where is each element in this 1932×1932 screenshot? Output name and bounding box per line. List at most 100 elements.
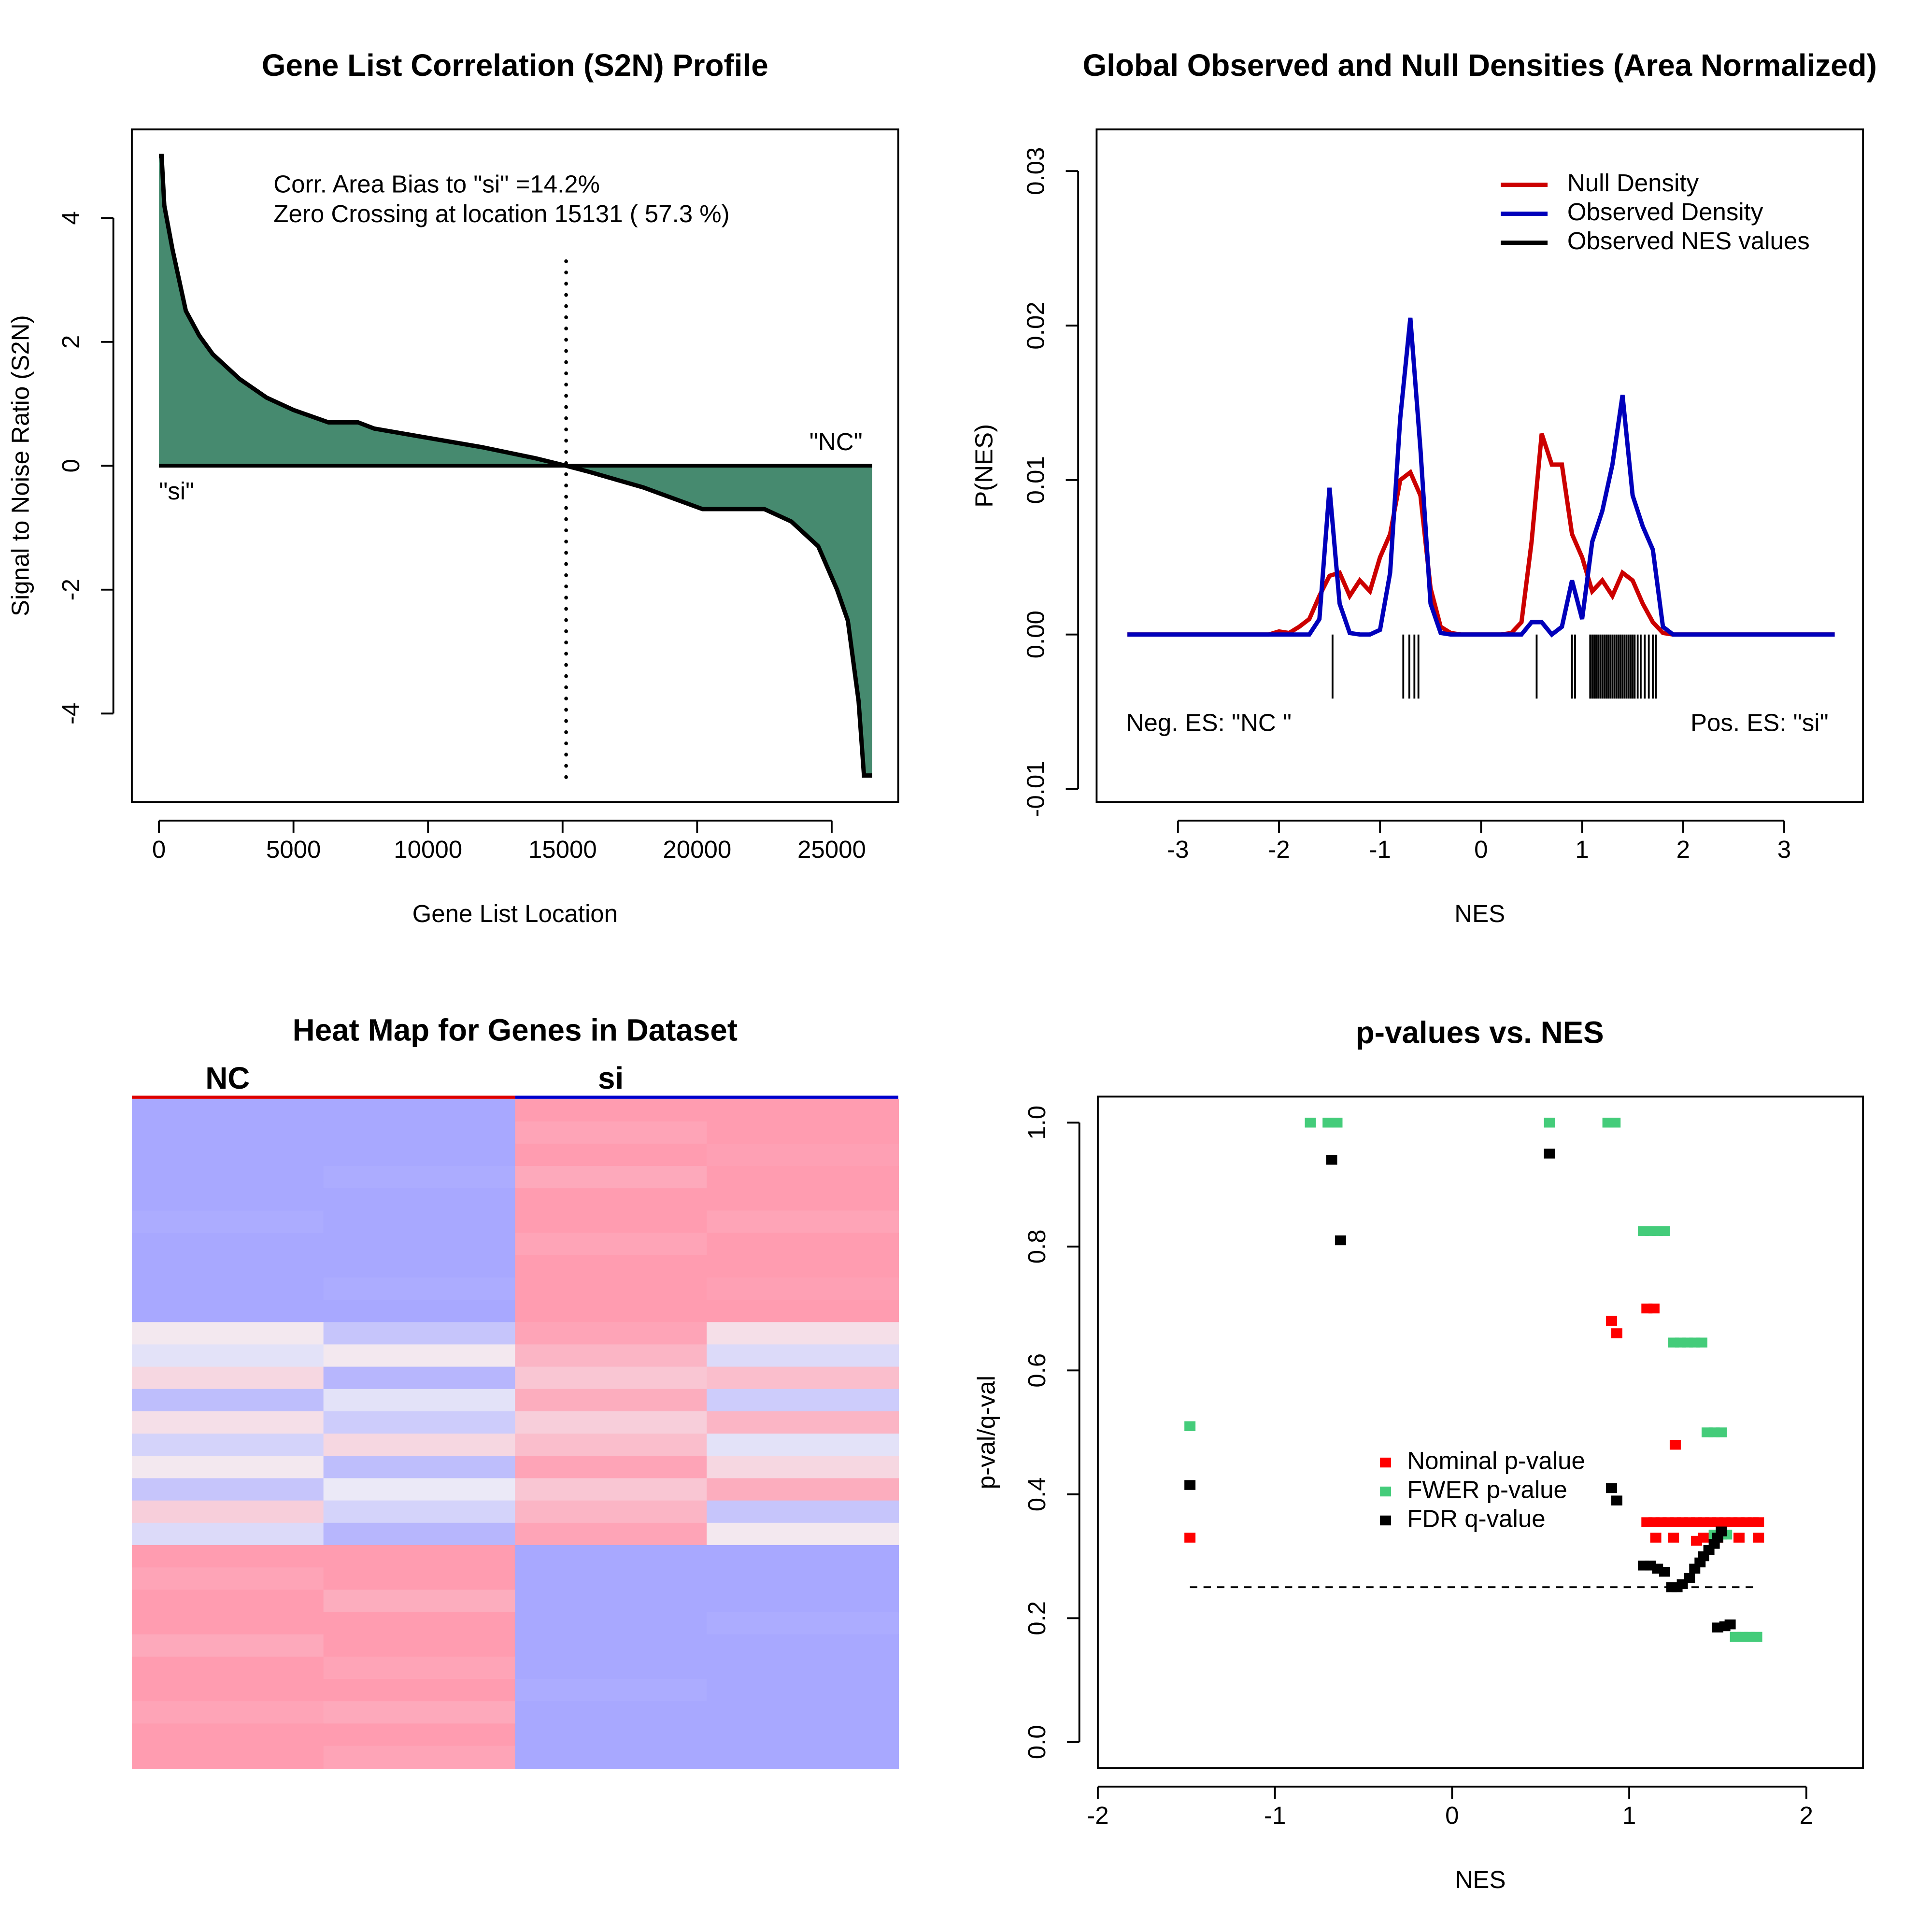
- chart-title: Gene List Correlation (S2N) Profile: [262, 48, 768, 83]
- legend-label: FDR q-value: [1407, 1505, 1545, 1532]
- x-tick-label: 0: [1474, 836, 1488, 863]
- point: [1184, 1421, 1196, 1431]
- heat-cell: [323, 1300, 516, 1323]
- heat-cell: [131, 1121, 324, 1145]
- heat-cell: [707, 1746, 899, 1769]
- heat-cell: [323, 1121, 516, 1145]
- legend-label: Observed NES values: [1567, 227, 1810, 255]
- point: [1184, 1533, 1196, 1543]
- heat-cell: [707, 1634, 899, 1658]
- chart-title: Heat Map for Genes in Dataset: [293, 1013, 738, 1048]
- heat-cell: [131, 1723, 324, 1747]
- heat-cell: [323, 1143, 516, 1167]
- heat-cell: [323, 1344, 516, 1367]
- heat-cell: [323, 1277, 516, 1301]
- heat-cell: [131, 1099, 324, 1122]
- point: [1716, 1427, 1727, 1437]
- y-axis-label: Signal to Noise Ratio (S2N): [6, 315, 34, 616]
- heat-cell: [323, 1500, 516, 1524]
- heat-cell: [707, 1478, 899, 1501]
- x-axis-label: NES: [1455, 1866, 1506, 1893]
- point: [1609, 1118, 1621, 1128]
- group-label: NC: [205, 1061, 250, 1095]
- heat-cell: [707, 1233, 899, 1256]
- annotation: Pos. ES: "si": [1690, 709, 1829, 736]
- heat-cell: [131, 1701, 324, 1724]
- heat-cell: [515, 1545, 708, 1568]
- heat-cell: [707, 1612, 899, 1635]
- heat-cell: [515, 1233, 708, 1256]
- annotation: Neg. ES: "NC ": [1126, 709, 1292, 736]
- heat-cell: [515, 1456, 708, 1479]
- y-tick-label: 0.6: [1023, 1353, 1051, 1388]
- heat-cell: [131, 1679, 324, 1702]
- point: [1751, 1632, 1762, 1642]
- heat-cell: [323, 1701, 516, 1724]
- point: [1753, 1533, 1764, 1543]
- point: [1648, 1303, 1660, 1314]
- heat-cell: [515, 1522, 708, 1546]
- x-tick-label: 5000: [266, 836, 321, 863]
- heat-cell: [131, 1188, 324, 1211]
- x-tick-label: 25000: [797, 836, 866, 863]
- x-tick-label: -1: [1369, 836, 1391, 863]
- point: [1753, 1517, 1764, 1527]
- y-tick-label: 0: [57, 459, 85, 472]
- heat-cell: [707, 1255, 899, 1279]
- heat-cell: [515, 1300, 708, 1323]
- heat-cell: [707, 1166, 899, 1189]
- heat-cell: [131, 1434, 324, 1457]
- x-axis-label: Gene List Location: [412, 900, 618, 927]
- heat-cell: [131, 1567, 324, 1591]
- point: [1724, 1619, 1736, 1630]
- x-tick-label: 20000: [663, 836, 731, 863]
- group-label: si: [598, 1061, 624, 1095]
- point: [1696, 1337, 1707, 1348]
- heat-cell: [323, 1389, 516, 1412]
- profile-line: [159, 154, 872, 778]
- heat-cell: [515, 1210, 708, 1234]
- heat-cell: [131, 1500, 324, 1524]
- heat-cell: [131, 1366, 324, 1390]
- heat-cell: [707, 1567, 899, 1591]
- heat-cell: [323, 1434, 516, 1457]
- y-axis-label: P(NES): [970, 424, 997, 508]
- point: [1605, 1316, 1617, 1326]
- heat-cell: [707, 1143, 899, 1167]
- x-tick-label: 2: [1676, 836, 1690, 863]
- heat-cell: [707, 1500, 899, 1524]
- heat-cell: [131, 1656, 324, 1680]
- heat-cell: [515, 1411, 708, 1435]
- chart-title: p-values vs. NES: [1356, 1015, 1604, 1050]
- x-tick-label: -1: [1264, 1802, 1286, 1829]
- heat-cell: [707, 1656, 899, 1680]
- heat-cell: [323, 1746, 516, 1769]
- heat-cell: [515, 1277, 708, 1301]
- y-tick-label: -2: [57, 579, 85, 600]
- y-tick-label: 0.8: [1023, 1229, 1051, 1264]
- point: [1650, 1533, 1662, 1543]
- point: [1605, 1483, 1617, 1493]
- heat-cell: [515, 1166, 708, 1189]
- x-axis-label: NES: [1454, 900, 1505, 927]
- heat-cell: [515, 1612, 708, 1635]
- heat-cell: [707, 1590, 899, 1613]
- heat-cell: [131, 1300, 324, 1323]
- annotation: "NC": [810, 428, 863, 455]
- heat-cell: [515, 1656, 708, 1680]
- heat-cell: [515, 1567, 708, 1591]
- x-tick-label: 0: [152, 836, 166, 863]
- x-tick-label: 1: [1622, 1802, 1636, 1829]
- heat-cell: [323, 1366, 516, 1390]
- x-tick-label: 2: [1800, 1802, 1813, 1829]
- heat-cell: [707, 1434, 899, 1457]
- heat-cell: [323, 1456, 516, 1479]
- annotation: Zero Crossing at location 15131 ( 57.3 %…: [273, 200, 729, 227]
- heat-cell: [707, 1210, 899, 1234]
- heat-cell: [515, 1701, 708, 1724]
- legend-swatch: [1380, 1515, 1392, 1526]
- heat-cell: [707, 1099, 899, 1122]
- point: [1659, 1226, 1670, 1236]
- legend-label: Null Density: [1567, 169, 1699, 197]
